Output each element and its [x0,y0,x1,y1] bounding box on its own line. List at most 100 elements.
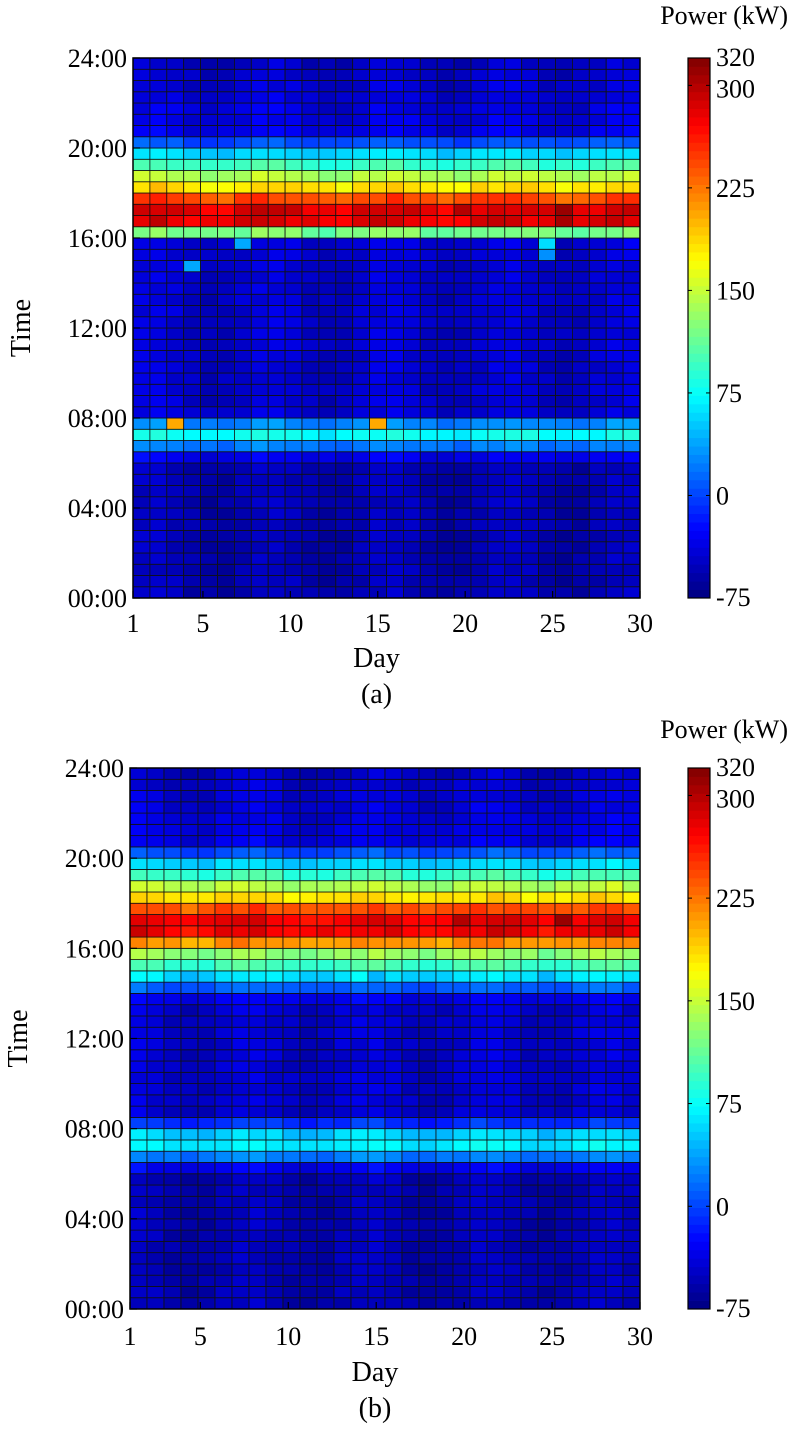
colorbar-swatch [688,1013,710,1022]
heatmap-cell [333,970,352,983]
heatmap-cell [149,361,168,374]
heatmap-cell [333,1207,352,1220]
heatmap-cell [504,575,523,588]
heatmap-cell [248,1083,267,1096]
heatmap-cell [386,575,404,588]
heatmap-cell [350,1297,369,1310]
heatmap-cell [470,586,489,599]
heatmap-cell [214,925,233,938]
heatmap-cell [166,417,185,430]
heatmap-cell [537,1049,556,1062]
colorbar-swatch [688,403,710,413]
heatmap-cell [622,801,641,814]
heatmap-cell [401,1274,420,1287]
heatmap-cell [469,1286,488,1299]
heatmap-cell [537,902,556,915]
heatmap-cell [231,801,250,814]
heatmap-cell [487,68,506,81]
heatmap-cell [267,293,286,306]
heatmap-cell [622,237,641,250]
heatmap-cell [436,113,455,126]
heatmap-cell [521,485,540,498]
heatmap-cell [401,823,420,837]
heatmap-cell [622,158,641,171]
heatmap-cell [555,451,573,464]
heatmap-cell [233,80,252,93]
heatmap-cell [384,981,403,994]
heatmap-cell [333,857,352,870]
heatmap-cell [180,959,199,972]
heatmap-cell [504,215,523,228]
heatmap-cell [521,158,540,171]
heatmap-cell [622,417,641,430]
heatmap-cell [402,417,421,430]
heatmap-cell [316,1274,335,1287]
heatmap-cell [129,1252,148,1265]
heatmap-cell [555,158,573,171]
heatmap-cell [419,80,438,93]
heatmap-cell [250,226,269,239]
heatmap-cell [402,440,421,453]
heatmap-cell [163,1162,182,1175]
heatmap-cell [369,68,387,81]
heatmap-cell [453,68,472,81]
heatmap-cell [132,530,151,543]
heatmap-cell [146,1184,165,1197]
heatmap-cell [504,327,523,340]
heatmap-cell [248,1162,267,1175]
heatmap-cell [487,440,506,453]
heatmap-cell [504,496,523,509]
heatmap-cell [197,1162,216,1175]
heatmap-cell [301,68,320,81]
heatmap-cell [538,473,556,486]
heatmap-cell [333,790,352,803]
heatmap-cell [419,215,438,228]
heatmap-cell [197,801,216,814]
heatmap-cell [350,981,369,994]
heatmap-cell [588,170,607,183]
heatmap-cell [452,846,471,859]
heatmap-cell [386,305,404,318]
heatmap-cell [367,778,386,791]
heatmap-cell [419,136,438,149]
heatmap-cell [132,372,151,385]
heatmap-cell [419,563,438,576]
heatmap-cell [267,586,286,599]
heatmap-cell [487,507,506,520]
heatmap-cell [149,305,168,318]
heatmap-cell [435,767,454,780]
heatmap-cell [435,1286,454,1299]
heatmap-cell [352,406,371,419]
heatmap-cell [318,338,337,351]
heatmap-cell [316,970,335,983]
heatmap-cell [132,350,151,363]
heatmap-cell [129,767,148,780]
heatmap-cell [384,857,403,870]
heatmap-cell [318,507,337,520]
heatmap-cell [386,350,404,363]
heatmap-cell [470,305,489,318]
heatmap-cell [197,947,216,961]
heatmap-cell [129,970,148,983]
heatmap-cell [250,518,269,531]
heatmap-cell [435,1038,454,1051]
heatmap-cell [469,902,488,915]
heatmap-cell [352,575,371,588]
heatmap-cell [571,880,590,893]
heatmap-cell [367,925,386,938]
heatmap-cell [571,914,590,927]
heatmap-cell [419,237,438,250]
heatmap-cell [352,203,371,216]
heatmap-cell [521,327,540,340]
heatmap-cell [231,1049,250,1062]
heatmap-cell [588,778,607,791]
heatmap-cell [605,462,624,475]
colorbar-swatch [688,1097,710,1107]
colorbar-swatch [688,1139,710,1149]
heatmap-cell [520,1173,539,1186]
heatmap-cell [335,226,354,239]
heatmap-cell [503,767,522,780]
heatmap-cell [571,1162,590,1175]
heatmap-cell [217,113,235,126]
heatmap-cell [350,1184,369,1197]
